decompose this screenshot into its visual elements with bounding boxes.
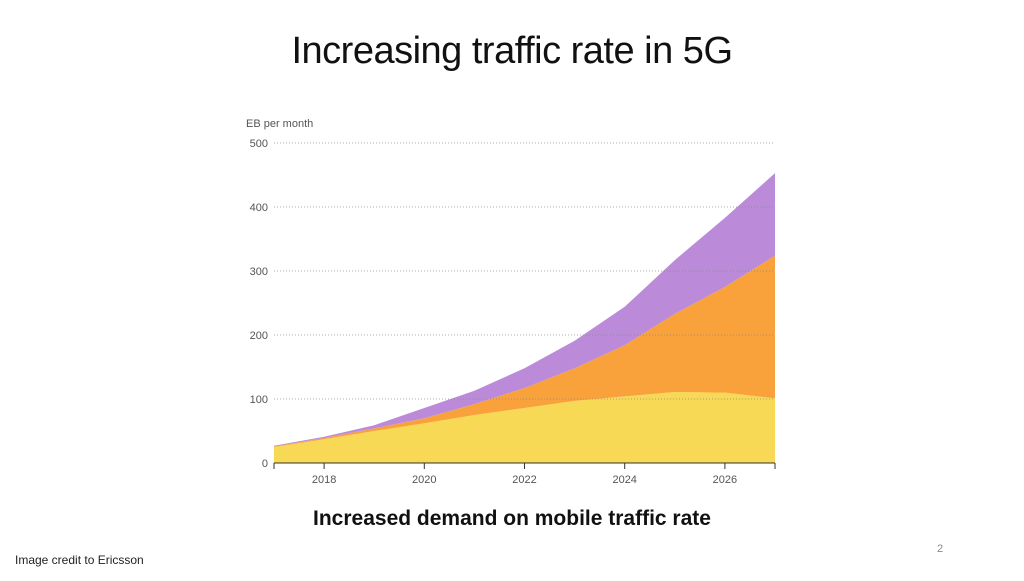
area-series-3 bbox=[274, 173, 775, 447]
chart-caption: Increased demand on mobile traffic rate bbox=[313, 507, 711, 530]
area-series-1 bbox=[274, 392, 775, 463]
y-tick-label-300: 300 bbox=[250, 266, 268, 278]
y-tick-label-0: 0 bbox=[262, 458, 268, 470]
y-axis-label: EB per month bbox=[246, 118, 313, 130]
y-tick-label-100: 100 bbox=[250, 394, 268, 406]
y-tick-label-200: 200 bbox=[250, 330, 268, 342]
page-number: 2 bbox=[937, 543, 944, 555]
x-tick-label-2018: 2018 bbox=[312, 474, 336, 486]
image-credit: Image credit to Ericsson bbox=[15, 553, 144, 567]
slide-title: Increasing traffic rate in 5G bbox=[291, 30, 733, 72]
x-tick-label-2024: 2024 bbox=[612, 474, 636, 486]
x-tick-label-2026: 2026 bbox=[713, 474, 737, 486]
x-tick-label-2020: 2020 bbox=[412, 474, 436, 486]
y-tick-label-400: 400 bbox=[250, 202, 268, 214]
y-tick-label-500: 500 bbox=[250, 138, 268, 150]
area-series-2 bbox=[274, 255, 775, 447]
x-tick-label-2022: 2022 bbox=[512, 474, 536, 486]
